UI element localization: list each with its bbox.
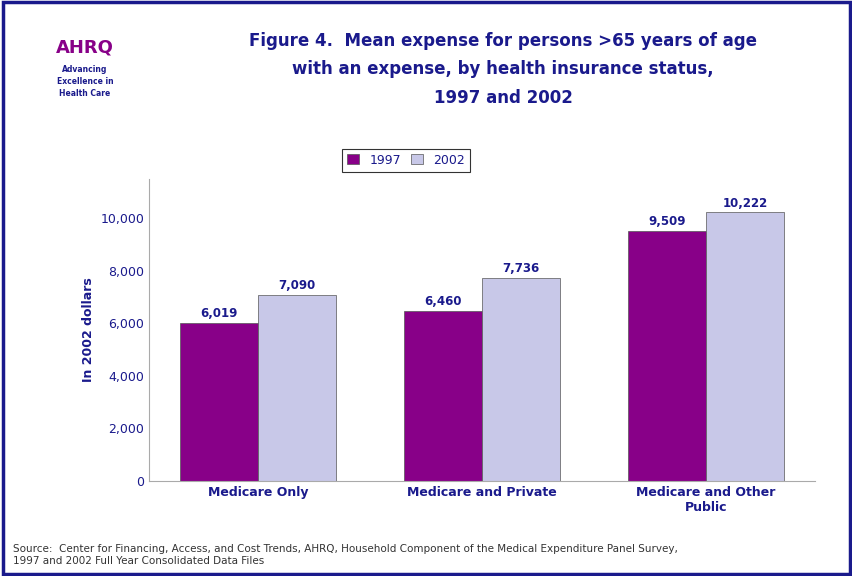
Text: Figure 4.  Mean expense for persons >65 years of age: Figure 4. Mean expense for persons >65 y… [249, 32, 757, 50]
Bar [481, 278, 560, 481]
Legend: 1997, 2002: 1997, 2002 [342, 149, 469, 172]
Text: 9,509: 9,509 [648, 215, 685, 228]
Bar [18, 18, 152, 109]
Text: 10,222: 10,222 [722, 196, 767, 210]
Y-axis label: In 2002 dollars: In 2002 dollars [82, 278, 95, 382]
Bar [257, 294, 336, 481]
Text: 6,460: 6,460 [423, 295, 461, 309]
Text: 1997 and 2002: 1997 and 2002 [434, 89, 572, 107]
Text: AHRQ: AHRQ [56, 39, 113, 57]
Text: Source:  Center for Financing, Access, and Cost Trends, AHRQ, Household Componen: Source: Center for Financing, Access, an… [13, 544, 676, 566]
Text: 7,736: 7,736 [502, 262, 539, 275]
Text: 6,019: 6,019 [200, 307, 237, 320]
Text: with an expense, by health insurance status,: with an expense, by health insurance sta… [292, 60, 713, 78]
Text: Advancing
Excellence in
Health Care: Advancing Excellence in Health Care [56, 65, 113, 98]
Bar [705, 212, 784, 481]
Text: 7,090: 7,090 [278, 279, 315, 292]
Bar [179, 323, 257, 481]
Bar [627, 231, 705, 481]
Bar [403, 311, 481, 481]
